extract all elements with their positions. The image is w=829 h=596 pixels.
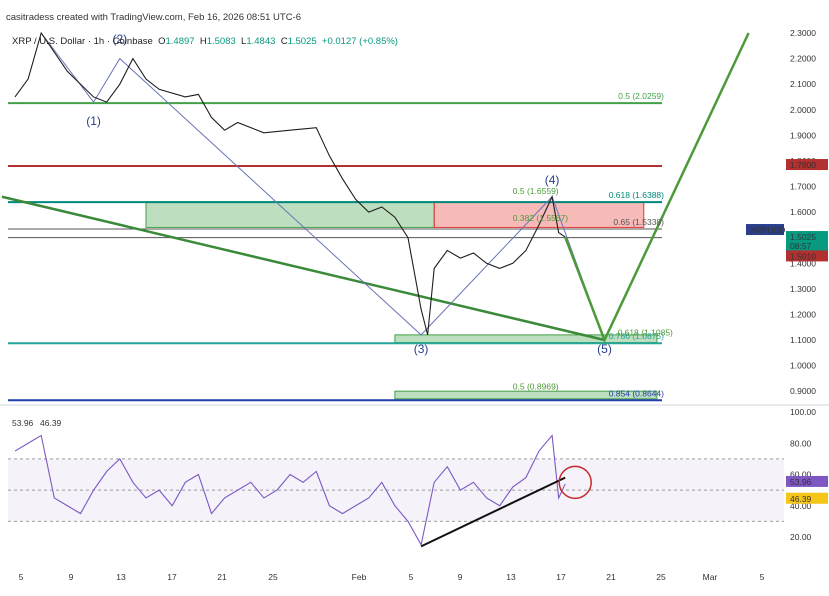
level-label-6: 0.854 (0.8644) [609,388,664,398]
rsi-value-label: 53.96 [12,418,34,428]
rsi-band [8,458,784,522]
rsi-badge: 53.96 [790,477,812,487]
price-badge-bg-4 [786,250,828,262]
price-tick-9: 1.4000 [790,258,816,268]
rsi-highlight-circle [558,465,592,500]
date-tick-11: 21 [606,572,616,582]
elliott-wave-path [40,32,605,341]
rsi-tick-3: 40.00 [790,501,812,511]
red-zone [433,201,645,228]
date-tick-0: 5 [19,572,24,582]
price-tick-0: 2.3000 [790,28,816,38]
price-badge-1: XRPUSD [750,225,785,235]
date-tick-4: 21 [217,572,227,582]
close-label: C [280,36,288,47]
price-badge-0: 1.7800 [790,160,816,170]
close-value: 1.5025 [287,36,317,47]
low-value: 1.4843 [246,36,276,47]
price-tick-4: 1.9000 [790,130,816,140]
rsi-line [14,434,566,547]
green-zone-low [394,390,658,400]
zones [145,201,658,400]
rsi-tick-2: 60.00 [790,470,812,480]
level-label-5: 0.786 (1.0875) [609,331,664,341]
high-label: H [199,36,207,47]
rsi-band-fill [8,458,784,522]
rsi-tick-4: 20.00 [790,532,812,542]
rsi-tick-0: 100.00 [790,407,816,417]
fib-label-2: 0.618 (1.1085) [618,327,673,337]
symbol-legend[interactable]: XRP / U.S. Dollar · 1h · Coinbase O1.489… [12,36,398,47]
price-badge-bg-1 [746,224,784,236]
date-tick-14: 5 [760,572,765,582]
rsi-ma-badge-bg [786,492,828,504]
rsi-ma-badge: 46.39 [790,494,812,504]
date-tick-2: 13 [116,572,126,582]
rsi-trendline [420,476,566,548]
price-badge-bg-0 [786,159,828,171]
high-value: 1.5083 [206,36,236,47]
date-tick-10: 17 [556,572,566,582]
price-tick-10: 1.3000 [790,284,816,294]
level-label-3: 0.65 (1.5338) [613,217,664,227]
symbol-name: XRP / U.S. Dollar · 1h · Coinbase [12,36,153,47]
price-tick-6: 1.7000 [790,182,816,192]
wave-label-0: (1) [86,114,101,128]
date-tick-13: Mar [703,572,718,582]
attribution-text: casitradess created with TradingView.com… [6,12,302,23]
rsi-tick-1: 80.00 [790,438,812,448]
level-label-0: 0.5 (2.0259) [618,91,664,101]
rsi-badge-bg [786,475,828,487]
wave-label-3: (4) [545,173,560,187]
price-tick-14: 0.9000 [790,386,816,396]
date-tick-8: 9 [458,572,463,582]
wave-label-2: (3) [414,342,429,356]
price-tick-7: 1.6000 [790,207,816,217]
chart-labels: 0.5 (2.0259) 0.618 (1.6388) 0.65 (1.5338) 0… [12,32,673,428]
price-tick-13: 1.0000 [790,361,816,371]
wave-label-4: (5) [597,342,612,356]
chart-lines [1,31,750,548]
open-label: O [158,36,166,47]
price-tick-1: 2.2000 [790,54,816,64]
date-tick-12: 25 [656,572,666,582]
price-tick-3: 2.0000 [790,105,816,115]
price-tick-2: 2.1000 [790,79,816,89]
price-badge-4: 1.5010 [790,251,816,261]
open-value: 1.4897 [165,36,195,47]
price-tick-11: 1.2000 [790,309,816,319]
price-badge-bg-2 [786,231,828,243]
wave-label-1: (2) [112,32,127,46]
low-label: L [241,36,247,47]
date-tick-5: 25 [268,572,278,582]
price-tick-12: 1.1000 [790,335,816,345]
date-tick-9: 13 [506,572,516,582]
projection-path [564,32,750,344]
fib-label-1: 0.382 (1.5567) [513,213,568,223]
date-tick-1: 9 [69,572,74,582]
date-tick-7: 5 [409,572,414,582]
price-badge-3: 08:57 [790,241,812,251]
price-badge-bg-3 [786,240,828,252]
horizontal-levels [8,102,662,402]
price-badge-2: 1.5025 [790,232,816,242]
fib-label-0: 0.5 (1.6559) [513,186,559,196]
axes: 2.30002.20002.10002.00001.90001.80001.70… [0,28,829,582]
main-trendline [1,195,605,342]
price-line [14,31,566,336]
date-tick-3: 17 [167,572,177,582]
fib-label-3: 0.5 (0.8969) [513,382,559,392]
level-label-2: 0.618 (1.6388) [609,190,664,200]
rsi-ma-label: 46.39 [40,418,62,428]
date-tick-6: Feb [352,572,367,582]
change-value: +0.0127 (+0.85%) [321,36,398,47]
